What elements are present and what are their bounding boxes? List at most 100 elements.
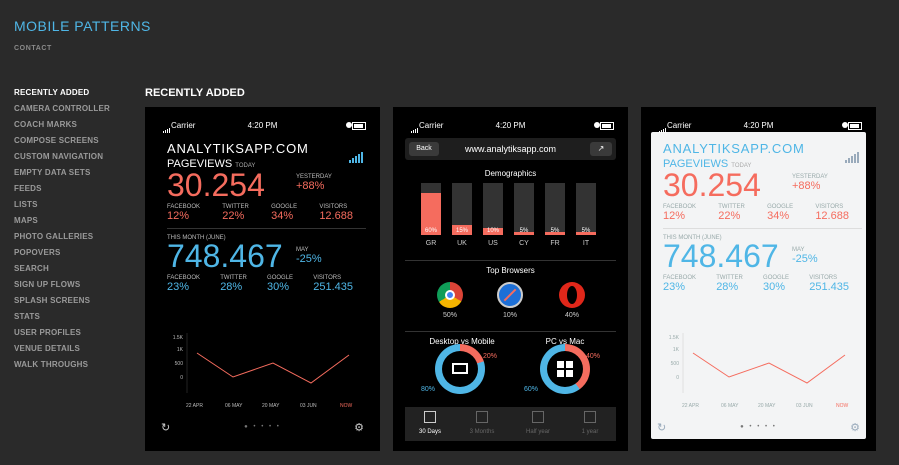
status-time: 4:20 PM xyxy=(247,121,278,130)
light-background xyxy=(651,132,866,439)
bar-category: FR xyxy=(550,240,560,247)
may-label: MAY xyxy=(792,247,805,253)
chrome-icon xyxy=(437,282,463,308)
tab-3-months[interactable]: 3 Months xyxy=(457,411,507,435)
browser-opera: 40% xyxy=(557,282,587,319)
page-dots: ● • • • • xyxy=(244,424,281,430)
refresh-icon[interactable]: ↻ xyxy=(161,422,171,434)
x-tick-now: NOW xyxy=(340,403,353,409)
bar-fill xyxy=(452,224,472,235)
nav-item-user-profiles[interactable]: USER PROFILES xyxy=(14,328,82,337)
demographics-bar-gr: 60% xyxy=(421,183,441,235)
browser-chrome: 50% xyxy=(435,282,465,319)
section-title: RECENTLY ADDED xyxy=(145,87,245,99)
calendar-icon xyxy=(424,411,436,423)
opera-icon xyxy=(559,282,585,308)
nav-item-camera-controller[interactable]: CAMERA CONTROLLER xyxy=(14,104,110,113)
may-value: -25% xyxy=(792,253,818,265)
pageviews-label: PAGEVIEWS xyxy=(663,158,729,170)
x-tick: 03 JUN xyxy=(796,403,813,409)
bar-fill xyxy=(576,231,596,235)
screenshot-card-analytics-dark[interactable]: Carrier 4:20 PM ANALYTIKSAPP.COM PAGEVIE… xyxy=(145,107,380,451)
facebook-month: 23% xyxy=(663,281,686,293)
facebook-today: 12% xyxy=(663,210,686,222)
x-tick: 22 APR xyxy=(186,403,203,409)
carrier-label: Carrier xyxy=(159,121,195,133)
nav-item-popovers[interactable]: POPOVERS xyxy=(14,248,61,257)
desktop-mobile-donut xyxy=(435,344,485,394)
carrier-label: Carrier xyxy=(407,121,443,133)
nav-item-maps[interactable]: MAPS xyxy=(14,216,38,225)
visitors-label: VISITORS xyxy=(319,204,348,210)
nav-item-splash-screens[interactable]: SPLASH SCREENS xyxy=(14,296,91,305)
refresh-icon[interactable]: ↻ xyxy=(657,422,667,434)
facebook-label: FACEBOOK xyxy=(663,204,697,210)
bar-pct: 15% xyxy=(455,228,468,234)
line-chart: 1.5K 1K 500 0 22 APR 06 MAY 20 MAY 03 JU… xyxy=(159,333,366,413)
status-time: 4:20 PM xyxy=(495,121,526,130)
site-title[interactable]: MOBILE PATTERNS xyxy=(14,18,151,34)
facebook-label: FACEBOOK xyxy=(663,275,697,281)
visitors-label: VISITORS xyxy=(313,275,342,281)
browser-pct: 40% xyxy=(564,312,579,319)
may-label: MAY xyxy=(296,247,309,253)
url-bar: Back www.analytiksapp.com ↗ xyxy=(405,138,616,160)
contact-link[interactable]: CONTACT xyxy=(14,45,52,52)
month-value: 748.467 xyxy=(663,238,779,274)
demographics-title: Demographics xyxy=(484,169,537,178)
y-tick: 1.5K xyxy=(668,335,679,341)
battery-icon xyxy=(600,122,614,130)
x-tick-now: NOW xyxy=(836,403,849,409)
back-button[interactable]: Back xyxy=(409,142,439,156)
nav-item-stats[interactable]: STATS xyxy=(14,312,41,321)
tab-30-days[interactable]: 30 Days xyxy=(405,411,455,435)
nav-item-feeds[interactable]: FEEDS xyxy=(14,184,42,193)
app-brand: ANALYTIKSAPP.COM xyxy=(167,141,309,156)
clock-icon xyxy=(346,122,352,128)
nav-item-photo-galleries[interactable]: PHOTO GALLERIES xyxy=(14,232,94,241)
bars-icon xyxy=(845,145,860,163)
bars-icon xyxy=(349,145,364,163)
nav-item-custom-navigation[interactable]: CUSTOM NAVIGATION xyxy=(14,152,104,161)
nav-item-recently-added[interactable]: RECENTLY ADDED xyxy=(14,88,90,97)
facebook-label: FACEBOOK xyxy=(167,275,201,281)
nav-item-lists[interactable]: LISTS xyxy=(14,200,38,209)
bar-fill xyxy=(545,231,565,235)
demographics-bar-fr: 5% xyxy=(545,183,565,235)
pc-mac-title: PC vs Mac xyxy=(545,337,585,346)
nav-item-compose-screens[interactable]: COMPOSE SCREENS xyxy=(14,136,99,145)
visitors-label: VISITORS xyxy=(815,204,844,210)
nav-item-empty-data-sets[interactable]: EMPTY DATA SETS xyxy=(14,168,91,177)
bar-category: UK xyxy=(457,240,467,247)
bar-pct: 5% xyxy=(519,228,529,234)
url-text: www.analytiksapp.com xyxy=(464,144,557,154)
nav-item-search[interactable]: SEARCH xyxy=(14,264,49,273)
google-today: 34% xyxy=(767,210,790,222)
google-label: GOOGLE xyxy=(271,204,298,210)
nav-item-sign-up-flows[interactable]: SIGN UP FLOWS xyxy=(14,280,81,289)
clock-icon xyxy=(842,122,848,128)
pc-mac-donut xyxy=(540,344,590,394)
nav-item-venue-details[interactable]: VENUE DETAILS xyxy=(14,344,81,353)
bar-category: US xyxy=(488,240,498,247)
page-dots: ● • • • • xyxy=(740,424,777,430)
nav-item-coach-marks[interactable]: COACH MARKS xyxy=(14,120,78,129)
screenshot-card-analytics-light[interactable]: Carrier 4:20 PM ANALYTIKSAPP.COM PAGEVIE… xyxy=(641,107,876,451)
screenshot-card-browser-stats[interactable]: Carrier 4:20 PM Back www.analytiksapp.co… xyxy=(393,107,628,451)
clock-icon xyxy=(594,122,600,128)
nav-item-walk-throughs[interactable]: WALK THROUGHS xyxy=(14,360,89,369)
gear-icon[interactable]: ⚙ xyxy=(354,422,364,434)
visitors-month: 251.435 xyxy=(313,281,353,293)
share-icon[interactable]: ↗ xyxy=(590,142,612,156)
demographics-bar-cy: 5% xyxy=(514,183,534,235)
visitors-today: 12.688 xyxy=(815,210,849,222)
bar-fill xyxy=(421,193,441,235)
calendar-icon xyxy=(476,411,488,423)
bar-pct: 60% xyxy=(424,228,437,234)
trend-line xyxy=(682,333,846,393)
tab-1-year[interactable]: 1 year xyxy=(565,411,615,435)
tab-half-year[interactable]: Half year xyxy=(513,411,563,435)
gear-icon[interactable]: ⚙ xyxy=(850,422,860,434)
bar-pct: 5% xyxy=(581,228,591,234)
twitter-label: TWITTER xyxy=(220,275,247,281)
